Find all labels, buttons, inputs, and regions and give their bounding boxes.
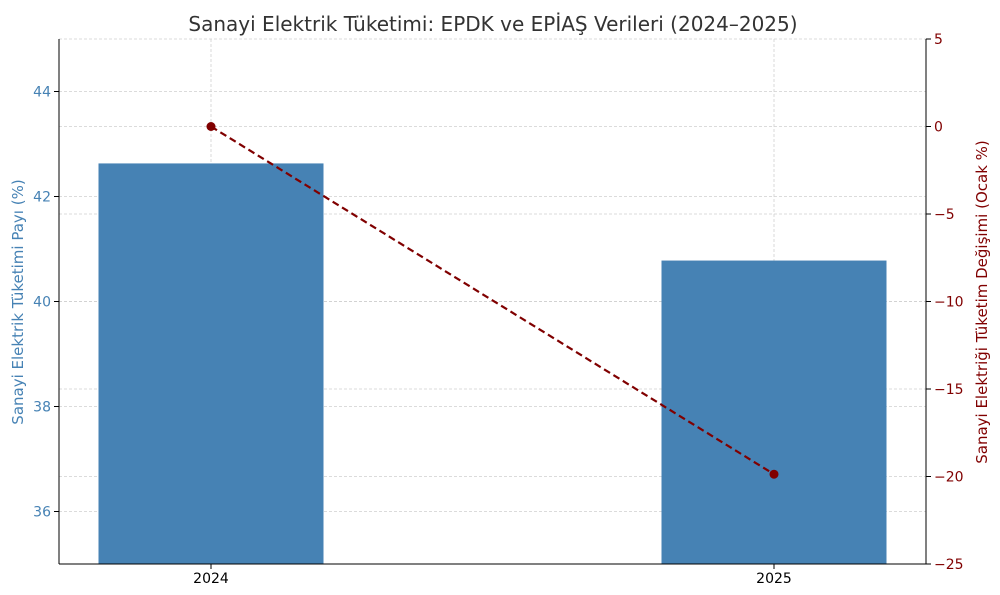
- right-tick-label: −20: [934, 470, 964, 486]
- left-tick-label: 42: [33, 190, 51, 206]
- tick-labels: 36 38 40 42 44 5 0 −5 −10 −15 −20 −25 2024 2025: [33, 32, 963, 587]
- change-line: [206, 122, 779, 479]
- left-tick-label: 36: [33, 505, 51, 521]
- left-tick-label: 44: [33, 85, 51, 101]
- left-tick-label: 38: [33, 400, 51, 416]
- bars: [98, 163, 887, 565]
- change-point-2025: [769, 469, 779, 479]
- right-tick-label: −10: [934, 295, 964, 311]
- left-tick-label: 40: [33, 295, 51, 311]
- right-tick-label: 5: [934, 32, 943, 48]
- change-point-2024: [206, 122, 216, 131]
- change-line-path: [210, 125, 775, 476]
- y-axis-left-label: Sanayi Elektrik Tüketimi Payı (%): [9, 179, 27, 424]
- right-tick-label: −15: [934, 382, 964, 398]
- x-tick-label: 2024: [193, 571, 229, 587]
- x-tick-label: 2025: [756, 571, 792, 587]
- right-tick-label: −25: [934, 557, 964, 573]
- chart-title: Sanayi Elektrik Tüketimi: EPDK ve EPİAŞ …: [188, 12, 797, 36]
- y-axis-right-label: Sanayi Elektriği Tüketim Değişimi (Ocak …: [973, 140, 991, 464]
- bar-2024: [98, 163, 324, 565]
- bar-2025: [661, 260, 887, 564]
- right-tick-label: 0: [934, 120, 943, 136]
- right-tick-label: −5: [934, 207, 955, 223]
